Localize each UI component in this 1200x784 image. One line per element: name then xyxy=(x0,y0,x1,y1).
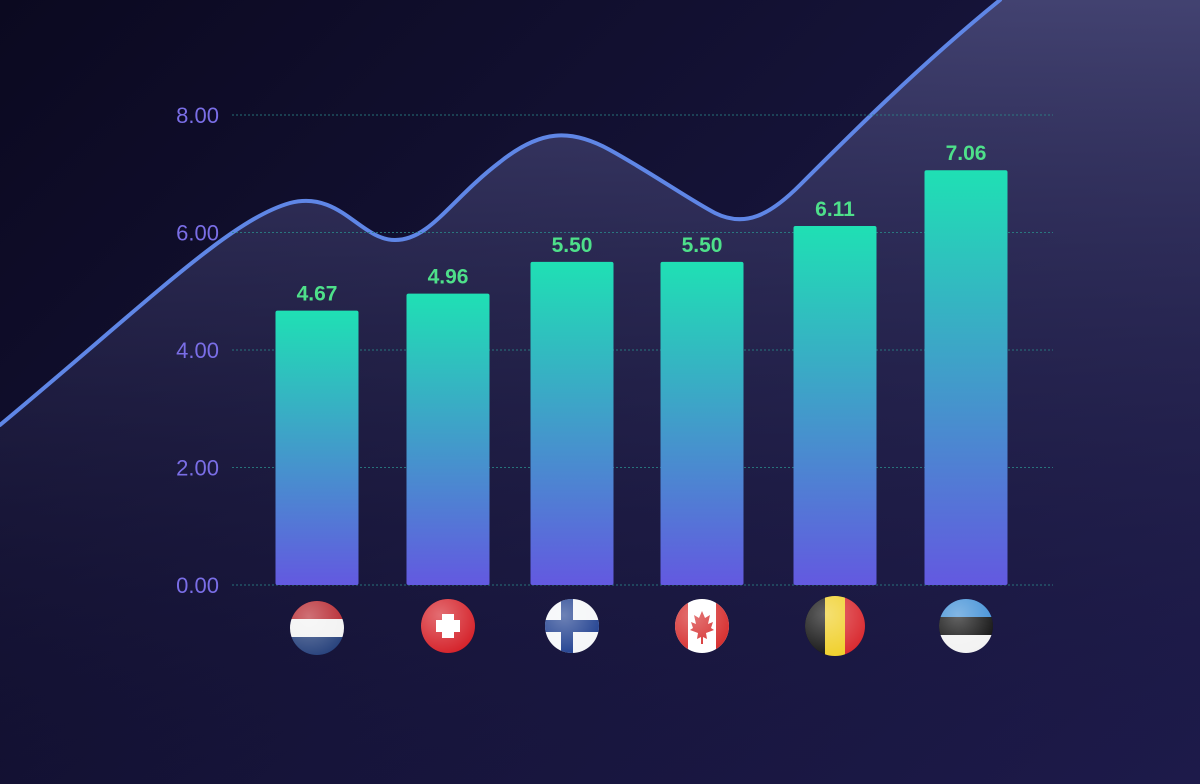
bars xyxy=(275,170,1008,585)
canada-flag-icon xyxy=(675,599,729,653)
y-tick-label: 6.00 xyxy=(176,221,219,246)
y-tick-label: 4.00 xyxy=(176,338,219,363)
value-label: 7.06 xyxy=(946,142,987,165)
value-labels: 4.67 4.96 5.50 5.50 6.11 7.06 xyxy=(297,142,987,305)
value-label: 6.11 xyxy=(815,198,855,221)
bar-finland xyxy=(530,261,614,585)
y-axis: 0.00 2.00 4.00 6.00 8.00 xyxy=(176,103,219,598)
trend-line xyxy=(0,0,1002,427)
gridlines xyxy=(232,114,1053,586)
bar-netherlands xyxy=(275,310,359,585)
value-label: 5.50 xyxy=(682,234,723,257)
y-tick-label: 0.00 xyxy=(176,573,219,598)
bar-switzerland xyxy=(406,293,490,585)
y-tick-label: 2.00 xyxy=(176,456,219,481)
value-label: 5.50 xyxy=(552,234,593,257)
y-tick-label: 8.00 xyxy=(176,103,219,128)
netherlands-flag-icon xyxy=(290,601,344,655)
bar-belgium xyxy=(793,226,877,585)
value-label: 4.67 xyxy=(297,283,338,306)
bar-estonia xyxy=(924,170,1008,585)
switzerland-flag-icon xyxy=(421,599,475,653)
value-label: 4.96 xyxy=(428,266,469,289)
belgium-flag-icon xyxy=(805,596,865,656)
estonia-flag-icon xyxy=(939,599,993,653)
finland-flag-icon xyxy=(545,599,599,653)
bar-canada xyxy=(660,261,744,585)
